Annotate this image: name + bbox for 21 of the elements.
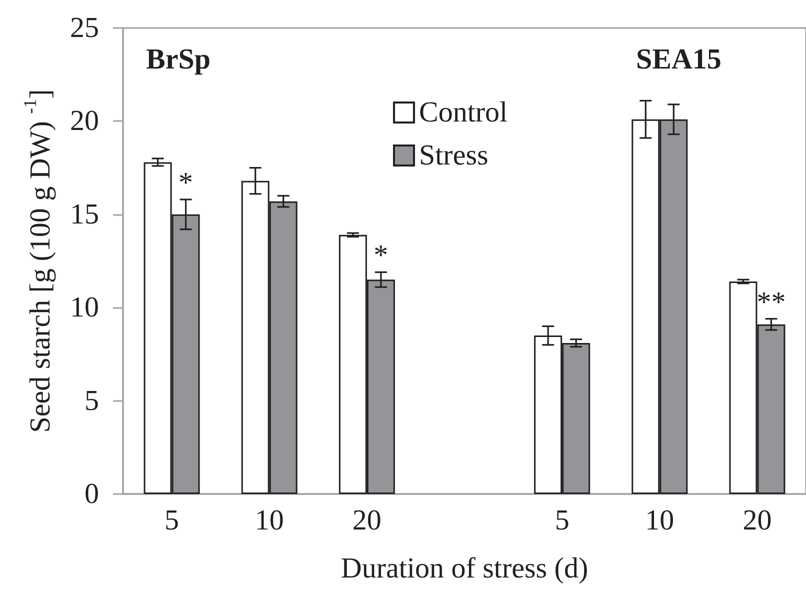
- x-tick-label: 5: [554, 504, 570, 536]
- y-tick-label: 20: [70, 105, 99, 138]
- data-label: *: [374, 240, 388, 272]
- annotation: BrSp: [146, 44, 210, 76]
- x-tick-label: 10: [254, 504, 284, 536]
- y-tick-label: 25: [70, 12, 99, 44]
- x-tick-label: 10: [645, 504, 674, 536]
- y-tick-label: 0: [84, 478, 99, 510]
- legend-label: Stress: [419, 140, 488, 172]
- data-label: *: [178, 166, 194, 199]
- y-tick-label: 15: [70, 198, 99, 230]
- x-axis-title: Duration of stress (d): [340, 552, 588, 584]
- legend-label: Control: [419, 96, 508, 128]
- x-tick-label: 20: [742, 504, 772, 536]
- data-label: **: [756, 286, 786, 318]
- y-tick-label: 5: [84, 384, 99, 417]
- annotation: SEA15: [636, 44, 722, 76]
- x-tick-label: 20: [352, 504, 382, 536]
- y-axis-title: Seed starch [g (100 g DW) -1]: [20, 89, 56, 433]
- x-tick-label: 5: [164, 504, 180, 536]
- y-tick-label: 10: [70, 292, 99, 324]
